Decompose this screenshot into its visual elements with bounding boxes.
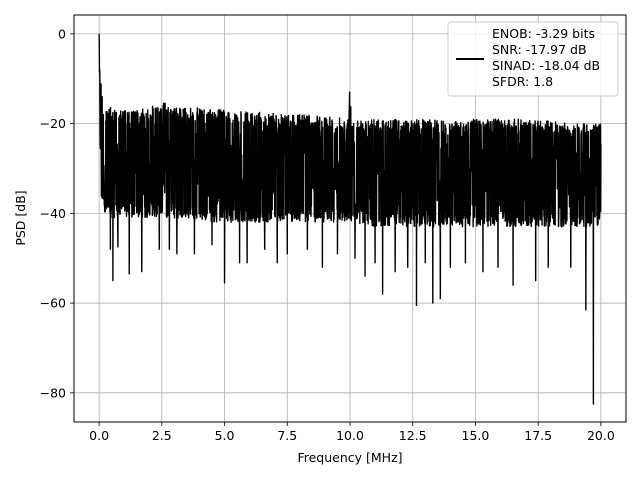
x-tick-label: 15.0 bbox=[462, 428, 490, 443]
x-tick-label: 0.0 bbox=[89, 428, 109, 443]
legend: ENOB: -3.29 bits SNR: -17.97 dB SINAD: -… bbox=[447, 21, 619, 97]
legend-line-enob: ENOB: -3.29 bits bbox=[492, 26, 595, 41]
x-tick-label: 2.5 bbox=[152, 428, 172, 443]
series-layer bbox=[98, 33, 602, 405]
x-tick-label: 20.0 bbox=[587, 428, 615, 443]
legend-line-sfdr: SFDR: 1.8 bbox=[492, 74, 553, 89]
x-axis-label: Frequency [MHz] bbox=[297, 450, 402, 465]
psd-series-line bbox=[98, 33, 602, 405]
x-axis-ticks: 0.0 2.5 5.0 7.5 10.0 12.5 15.0 17.5 20.0 bbox=[89, 422, 615, 443]
legend-line-sinad: SINAD: -18.04 dB bbox=[492, 58, 600, 73]
y-tick-label: 0 bbox=[58, 26, 66, 41]
legend-line-snr: SNR: -17.97 dB bbox=[492, 42, 587, 57]
legend-box bbox=[447, 21, 619, 97]
y-tick-label: −40 bbox=[40, 206, 66, 221]
x-tick-label: 10.0 bbox=[336, 428, 364, 443]
y-tick-label: −20 bbox=[40, 116, 66, 131]
x-tick-label: 7.5 bbox=[277, 428, 297, 443]
y-tick-label: −80 bbox=[40, 385, 66, 400]
x-tick-label: 5.0 bbox=[215, 428, 235, 443]
y-tick-label: −60 bbox=[40, 296, 66, 311]
y-axis-label: PSD [dB] bbox=[13, 190, 28, 245]
x-tick-label: 17.5 bbox=[524, 428, 552, 443]
y-axis-ticks: 0 −20 −40 −60 −80 bbox=[40, 26, 74, 400]
x-tick-label: 12.5 bbox=[399, 428, 427, 443]
